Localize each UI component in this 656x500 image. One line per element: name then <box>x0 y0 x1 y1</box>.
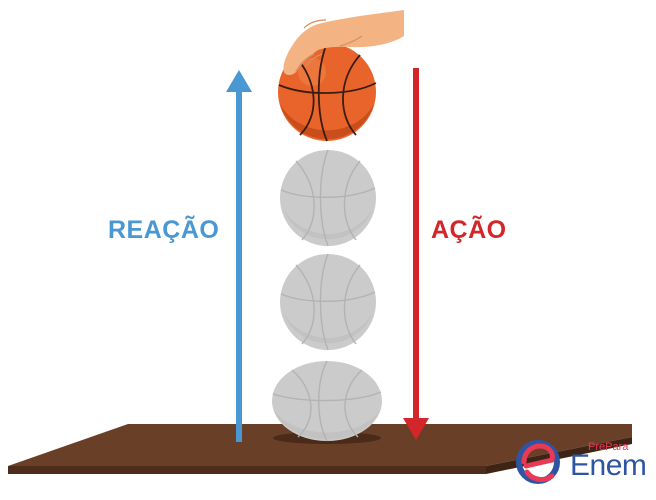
hand-icon <box>283 10 404 75</box>
prepara-enem-logo-icon <box>516 440 560 484</box>
logo-small-text: PrePara <box>588 441 629 453</box>
action-arrow <box>403 68 429 440</box>
ghost-ball-middle <box>280 253 376 351</box>
ghost-ball-squashed <box>272 360 382 442</box>
action-label: AÇÃO <box>431 216 507 244</box>
reaction-arrow <box>226 70 252 442</box>
ghost-ball-upper <box>280 149 376 247</box>
reaction-label: REAÇÃO <box>108 216 220 244</box>
table-surface <box>8 424 632 474</box>
logo-big-text: Enem <box>570 449 647 482</box>
